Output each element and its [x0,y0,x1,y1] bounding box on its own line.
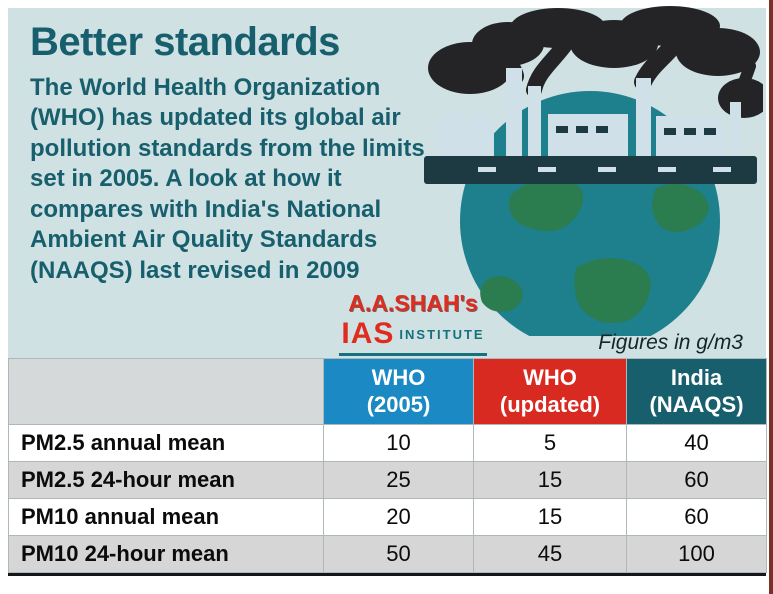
watermark-institute: IAS INSTITUTE [339,317,487,356]
intro-text: The World Health Organization (WHO) has … [30,74,425,284]
globe-factories-icon [424,6,770,351]
row-label: PM2.5 annual mean [8,424,324,462]
intro-section: Better standards The World Health Organi… [30,20,432,286]
cell-value: 10 [323,424,474,462]
row-label: PM10 annual mean [8,498,324,536]
page-edge-line [769,0,773,594]
header-blank [8,358,324,425]
factories-icon [438,68,741,156]
cell-value: 60 [626,498,767,536]
pollution-illustration [418,6,770,351]
cell-value: 25 [323,461,474,499]
row-label: PM2.5 24-hour mean [8,461,324,499]
industrial-band-icon [424,156,757,184]
page-title: Better standards [30,20,340,64]
cell-value: 60 [626,461,767,499]
watermark: A.A.SHAH's IAS INSTITUTE [318,290,508,356]
table-header-row: WHO (2005) WHO (updated) India (NAAQS) [8,358,767,425]
factory-windows-icon [556,126,716,135]
units-note: Figures in g/m3 [598,331,743,354]
cell-value: 5 [473,424,627,462]
watermark-suffix: INSTITUTE [399,326,485,342]
cell-value: 15 [473,498,627,536]
watermark-acronym: IAS [341,317,395,350]
cell-value: 50 [323,535,474,573]
cell-value: 45 [473,535,627,573]
header-who-updated: WHO (updated) [473,358,627,425]
cell-value: 100 [626,535,767,573]
standards-table: WHO (2005) WHO (updated) India (NAAQS) P… [8,358,767,573]
header-india: India (NAAQS) [626,358,767,425]
watermark-name: A.A.SHAH's [348,290,478,316]
smoke-clouds-icon [428,6,770,118]
cell-value: 40 [626,424,767,462]
cell-value: 20 [323,498,474,536]
table-row: PM2.5 24-hour mean 25 15 60 [8,461,767,499]
header-who-2005: WHO (2005) [323,358,474,425]
continents-icon [480,177,709,323]
table-row: PM2.5 annual mean 10 5 40 [8,424,767,462]
table-row: PM10 annual mean 20 15 60 [8,498,767,536]
cell-value: 15 [473,461,627,499]
table-row: PM10 24-hour mean 50 45 100 [8,535,767,573]
row-label: PM10 24-hour mean [8,535,324,573]
